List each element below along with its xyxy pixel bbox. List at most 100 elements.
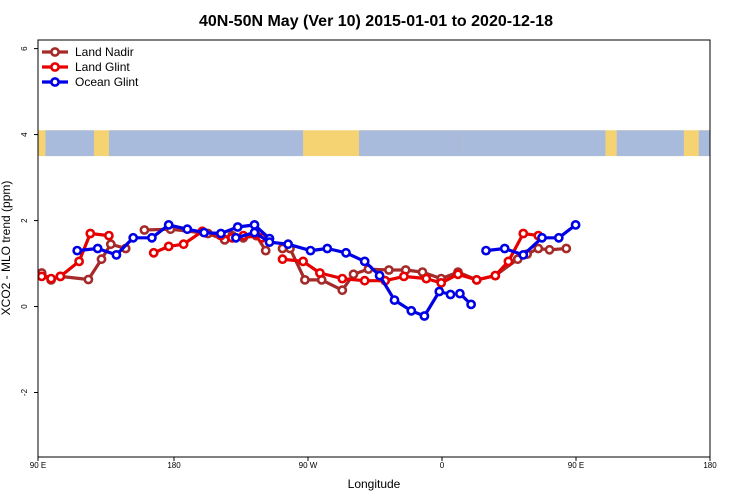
y-tick-label: 0 [20, 304, 29, 309]
data-point [215, 228, 226, 239]
x-tick-label: 180 [703, 461, 717, 470]
data-point [419, 311, 430, 321]
y-tick-label: 6 [20, 46, 29, 51]
legend-label: Land Glint [75, 60, 130, 74]
data-point [146, 232, 157, 243]
data-point [337, 285, 348, 296]
data-point [314, 268, 325, 278]
x-tick-label: 90 W [299, 461, 318, 470]
data-point [398, 271, 409, 282]
legend-marker [50, 47, 60, 57]
data-point [436, 277, 447, 288]
data-point [445, 289, 456, 300]
data-point [561, 243, 572, 254]
data-point [232, 222, 243, 232]
data-point [260, 245, 271, 256]
legend-marker [50, 62, 60, 72]
data-point [337, 273, 348, 284]
data-point [55, 271, 66, 282]
data-point [434, 286, 445, 297]
data-point [454, 288, 465, 299]
data-point [518, 228, 529, 239]
data-point [570, 219, 581, 230]
data-point [298, 256, 308, 267]
data-point [481, 245, 491, 256]
data-point [74, 256, 84, 267]
map-band-ocean [45, 130, 94, 157]
legend-label: Ocean Glint [75, 75, 139, 89]
map-band [38, 130, 710, 157]
data-point [283, 239, 293, 250]
data-point [341, 247, 351, 258]
data-point [105, 239, 116, 250]
data-point [533, 243, 544, 254]
data-point [348, 269, 359, 280]
data-point [471, 274, 482, 285]
data-point [264, 237, 275, 247]
data-point [518, 249, 529, 260]
data-point [359, 256, 370, 267]
data-point [199, 227, 209, 238]
legend-item: Land Nadir [42, 45, 134, 59]
chart-title: 40N-50N May (Ver 10) 2015-01-01 to 2020-… [199, 13, 553, 30]
data-point [249, 227, 260, 238]
data-point [139, 225, 150, 235]
y-tick-label: 4 [20, 132, 29, 137]
legend-label: Land Nadir [75, 45, 134, 59]
data-point [46, 273, 56, 284]
data-point [85, 228, 96, 239]
data-point [553, 232, 564, 243]
series-layer [38, 219, 581, 321]
x-tick-label: 90 E [568, 461, 584, 470]
data-point [503, 256, 514, 267]
map-band-ocean [698, 130, 710, 157]
x-axis-label: Longitude [348, 477, 401, 491]
y-tick-label: -2 [20, 388, 29, 396]
x-tick-label: 0 [440, 461, 445, 470]
data-point [38, 271, 47, 282]
data-point [72, 245, 83, 256]
data-point [163, 241, 174, 252]
data-point [322, 243, 333, 254]
data-point [163, 219, 174, 230]
data-point [421, 273, 432, 284]
legend-item: Land Glint [42, 60, 130, 74]
data-point [499, 243, 510, 254]
data-point [83, 274, 94, 285]
data-point [359, 275, 370, 286]
data-point [305, 245, 316, 256]
data-point [111, 249, 122, 260]
map-band-ocean [616, 130, 684, 157]
data-point [537, 232, 547, 243]
data-point [249, 219, 260, 230]
data-point [544, 244, 555, 255]
data-point [92, 243, 103, 254]
data-point [230, 232, 241, 243]
x-tick-label: 90 E [30, 461, 46, 470]
y-tick-label: 2 [20, 218, 29, 223]
map-band-ocean [463, 130, 606, 157]
y-axis: -2 0 2 4 6 [20, 46, 38, 396]
y-axis-label: XCO2 - MLO trend (ppm) [0, 181, 13, 316]
data-point [466, 299, 476, 310]
data-point [104, 230, 114, 241]
legend-item: Ocean Glint [42, 75, 139, 89]
data-point [406, 305, 417, 316]
x-tick-label: 180 [167, 461, 181, 470]
legend-marker [50, 77, 60, 87]
data-point [490, 270, 501, 281]
data-point [96, 254, 107, 265]
data-point [178, 239, 189, 250]
data-point [148, 247, 159, 258]
series-ocean-glint [72, 219, 581, 321]
map-band-ocean [359, 130, 464, 157]
data-point [383, 265, 394, 275]
data-point [374, 270, 385, 281]
plot-frame [37, 39, 711, 458]
data-point [277, 254, 288, 265]
data-point [389, 295, 400, 305]
map-band-ocean [108, 130, 206, 157]
x-axis: 90 E 180 90 W 0 90 E 180 [30, 457, 717, 470]
